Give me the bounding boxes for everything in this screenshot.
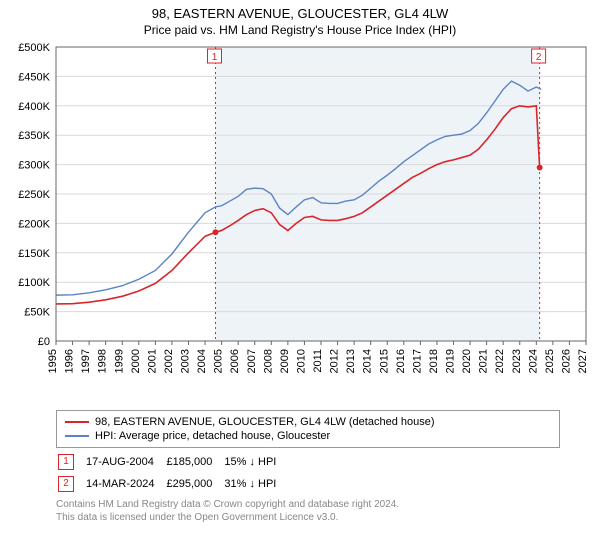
footnote-line1: Contains HM Land Registry data © Crown c… <box>56 498 560 511</box>
svg-text:2001: 2001 <box>146 349 158 373</box>
svg-text:2021: 2021 <box>478 349 490 373</box>
svg-text:2020: 2020 <box>461 349 473 373</box>
svg-text:2019: 2019 <box>445 349 457 373</box>
chart-area: £0 £50K £100K £150K £200K £250K £300K £350K £400… <box>0 41 600 406</box>
svg-text:£150K: £150K <box>18 248 50 260</box>
legend-label-price: 98, EASTERN AVENUE, GLOUCESTER, GL4 4LW … <box>95 416 435 428</box>
legend-swatch-hpi <box>65 435 89 437</box>
event-date: 14-MAR-2024 <box>86 474 164 494</box>
legend-label-hpi: HPI: Average price, detached house, Glou… <box>95 430 330 442</box>
svg-text:1997: 1997 <box>80 349 92 373</box>
svg-text:£450K: £450K <box>18 71 50 83</box>
event-row: 2 14-MAR-2024£295,00031% ↓ HPI <box>58 474 286 494</box>
legend-swatch-price <box>65 421 89 423</box>
legend-item-hpi: HPI: Average price, detached house, Glou… <box>65 429 551 443</box>
svg-text:2005: 2005 <box>213 349 225 373</box>
svg-text:£500K: £500K <box>18 42 50 54</box>
svg-text:£200K: £200K <box>18 218 50 230</box>
svg-text:£250K: £250K <box>18 189 50 201</box>
svg-text:2006: 2006 <box>229 349 241 373</box>
event-price: £185,000 <box>166 452 222 472</box>
svg-text:2022: 2022 <box>494 349 506 373</box>
svg-text:2000: 2000 <box>130 349 142 373</box>
svg-text:1: 1 <box>212 52 218 63</box>
svg-text:£100K: £100K <box>18 277 50 289</box>
event-diff: 31% ↓ HPI <box>224 474 286 494</box>
svg-text:2026: 2026 <box>560 349 572 373</box>
svg-text:£300K: £300K <box>18 160 50 172</box>
svg-text:2008: 2008 <box>262 349 274 373</box>
svg-text:2014: 2014 <box>362 349 374 373</box>
chart-subtitle: Price paid vs. HM Land Registry's House … <box>0 21 600 41</box>
svg-text:2015: 2015 <box>378 349 390 373</box>
svg-text:2012: 2012 <box>329 349 341 373</box>
svg-text:2017: 2017 <box>411 349 423 373</box>
svg-text:2009: 2009 <box>279 349 291 373</box>
svg-text:2004: 2004 <box>196 349 208 373</box>
event-marker: 2 <box>58 476 74 492</box>
event-row: 1 17-AUG-2004£185,00015% ↓ HPI <box>58 452 286 472</box>
legend: 98, EASTERN AVENUE, GLOUCESTER, GL4 4LW … <box>56 410 560 448</box>
line-chart-svg: £0 £50K £100K £150K £200K £250K £300K £350K £400… <box>0 41 600 401</box>
event-date: 17-AUG-2004 <box>86 452 164 472</box>
svg-text:2002: 2002 <box>163 349 175 373</box>
svg-text:2007: 2007 <box>246 349 258 373</box>
footnote-line2: This data is licensed under the Open Gov… <box>56 511 560 524</box>
event-marker: 1 <box>58 454 74 470</box>
svg-text:2003: 2003 <box>180 349 192 373</box>
svg-text:1996: 1996 <box>64 349 76 373</box>
svg-text:2: 2 <box>536 52 542 63</box>
svg-text:2013: 2013 <box>345 349 357 373</box>
legend-item-price: 98, EASTERN AVENUE, GLOUCESTER, GL4 4LW … <box>65 415 551 429</box>
svg-text:2027: 2027 <box>577 349 589 373</box>
event-diff: 15% ↓ HPI <box>224 452 286 472</box>
svg-text:2025: 2025 <box>544 349 556 373</box>
svg-text:1998: 1998 <box>97 349 109 373</box>
events-table: 1 17-AUG-2004£185,00015% ↓ HPI 2 14-MAR-202… <box>56 450 288 496</box>
svg-text:2016: 2016 <box>395 349 407 373</box>
svg-text:£0: £0 <box>38 336 50 348</box>
svg-text:2024: 2024 <box>527 349 539 373</box>
event-price: £295,000 <box>166 474 222 494</box>
svg-text:1995: 1995 <box>47 349 59 373</box>
svg-text:2011: 2011 <box>312 349 324 373</box>
chart-title: 98, EASTERN AVENUE, GLOUCESTER, GL4 4LW <box>0 0 600 21</box>
footnote: Contains HM Land Registry data © Crown c… <box>56 498 560 524</box>
svg-text:1999: 1999 <box>113 349 125 373</box>
svg-text:2018: 2018 <box>428 349 440 373</box>
svg-text:£400K: £400K <box>18 101 50 113</box>
svg-text:2023: 2023 <box>511 349 523 373</box>
svg-text:£350K: £350K <box>18 130 50 142</box>
svg-text:2010: 2010 <box>295 349 307 373</box>
svg-text:£50K: £50K <box>24 307 50 319</box>
